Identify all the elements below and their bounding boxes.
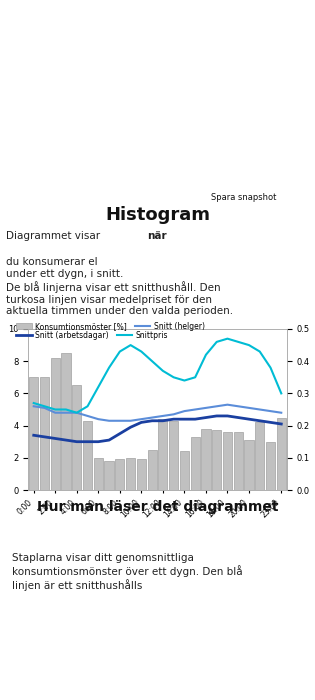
Bar bbox=[277, 417, 286, 490]
Text: Diagrammet visar: Diagrammet visar bbox=[6, 231, 104, 241]
Bar bbox=[40, 377, 49, 490]
Bar bbox=[234, 432, 243, 490]
Text: 93%: 93% bbox=[281, 21, 299, 29]
Bar bbox=[61, 353, 71, 490]
Bar bbox=[72, 385, 81, 490]
Bar bbox=[115, 459, 124, 490]
Bar bbox=[105, 461, 114, 490]
Text: OFF
PEAK: OFF PEAK bbox=[14, 156, 30, 166]
Text: Spara snapshot: Spara snapshot bbox=[211, 193, 277, 202]
Text: Staplarna visar ditt genomsnittliga
konsumtionsmönster över ett dygn. Den blå
li: Staplarna visar ditt genomsnittliga kons… bbox=[12, 553, 243, 591]
Bar bbox=[94, 458, 103, 490]
Text: Histogram: Histogram bbox=[105, 206, 210, 224]
Bar bbox=[158, 419, 168, 490]
Text: när: när bbox=[147, 231, 167, 241]
Bar bbox=[201, 429, 210, 490]
Legend: Snitt (arbetsdagar), Snittpris: Snitt (arbetsdagar), Snittpris bbox=[13, 328, 171, 343]
Text: offpeak.se/homes/SE3/: offpeak.se/homes/SE3/ bbox=[106, 104, 209, 113]
Bar bbox=[29, 377, 38, 490]
Bar bbox=[126, 458, 135, 490]
Bar bbox=[255, 422, 264, 490]
Bar bbox=[191, 437, 200, 490]
Bar bbox=[244, 440, 254, 490]
Bar bbox=[169, 421, 178, 490]
Text: Hur man läser det diagrammet: Hur man läser det diagrammet bbox=[37, 500, 278, 514]
Bar bbox=[137, 459, 146, 490]
Text: du konsumerar el
under ett dygn, i snitt.
De blå linjerna visar ett snitthushåll: du konsumerar el under ett dygn, i snitt… bbox=[6, 258, 233, 316]
Bar bbox=[212, 430, 221, 490]
Bar bbox=[51, 358, 60, 490]
Bar bbox=[83, 421, 92, 490]
Bar bbox=[223, 432, 232, 490]
Bar bbox=[180, 452, 189, 490]
Bar bbox=[147, 450, 157, 490]
Text: 19:38: 19:38 bbox=[16, 20, 47, 30]
Bar bbox=[266, 442, 275, 490]
